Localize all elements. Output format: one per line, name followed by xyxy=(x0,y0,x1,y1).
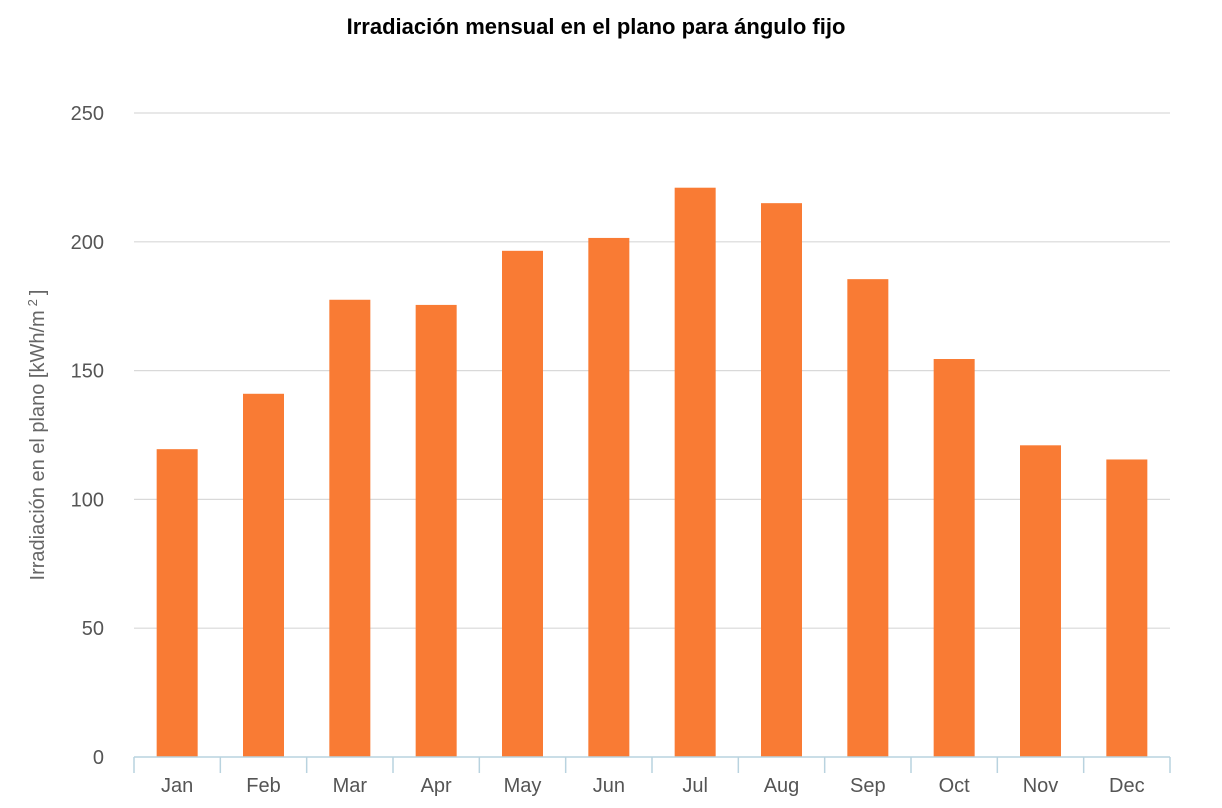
y-axis-tick-labels: 0 50 100 150 200 250 xyxy=(71,103,104,769)
x-axis xyxy=(133,756,1171,773)
bar-jan xyxy=(156,449,198,757)
x-tick-label: Dec xyxy=(1109,775,1145,797)
gridlines xyxy=(134,112,1170,629)
x-tick-label: Jan xyxy=(161,775,193,797)
y-tick-label: 150 xyxy=(71,361,104,383)
bar-sep xyxy=(847,279,889,757)
bar-jul xyxy=(674,187,716,758)
bar-nov xyxy=(1020,445,1061,757)
y-tick-label: 200 xyxy=(71,232,104,254)
y-tick-label: 100 xyxy=(71,489,104,511)
bar-dec xyxy=(1106,459,1148,757)
y-tick-label: 250 xyxy=(71,103,104,125)
x-tick-label: Jul xyxy=(682,775,708,797)
bar-jun xyxy=(588,237,630,757)
bar-feb xyxy=(243,393,284,757)
x-tick-label: Mar xyxy=(333,775,368,797)
bars xyxy=(156,187,1148,758)
bar-may xyxy=(502,250,543,758)
y-axis-label-text: Irradiación en el plano [kWh/m xyxy=(27,310,49,580)
bar-aug xyxy=(761,203,802,757)
y-axis-label: Irradiación en el plano [kWh/m 2] xyxy=(25,290,49,581)
x-tick-label: Oct xyxy=(939,775,971,797)
x-tick-label: Jun xyxy=(593,775,625,797)
chart-title: Irradiación mensual en el plano para áng… xyxy=(347,14,846,39)
x-axis-tick-labels: Jan Feb Mar Apr May Jun Jul Aug Sep Oct Nov Dec xyxy=(161,775,1145,797)
y-axis-label-superscript: 2 xyxy=(25,299,40,306)
y-tick-label: 50 xyxy=(82,618,104,640)
x-tick-label: Sep xyxy=(850,775,886,797)
y-tick-label: 0 xyxy=(93,747,104,769)
x-tick-label: Apr xyxy=(421,775,452,797)
x-tick-label: Aug xyxy=(764,775,800,797)
y-axis-label-suffix: ] xyxy=(27,290,49,296)
bar-oct xyxy=(933,359,975,757)
bar-mar xyxy=(329,299,371,757)
x-tick-label: Nov xyxy=(1023,775,1059,797)
bar-apr xyxy=(415,304,457,757)
x-tick-label: Feb xyxy=(246,775,280,797)
x-tick-label: May xyxy=(504,775,542,797)
